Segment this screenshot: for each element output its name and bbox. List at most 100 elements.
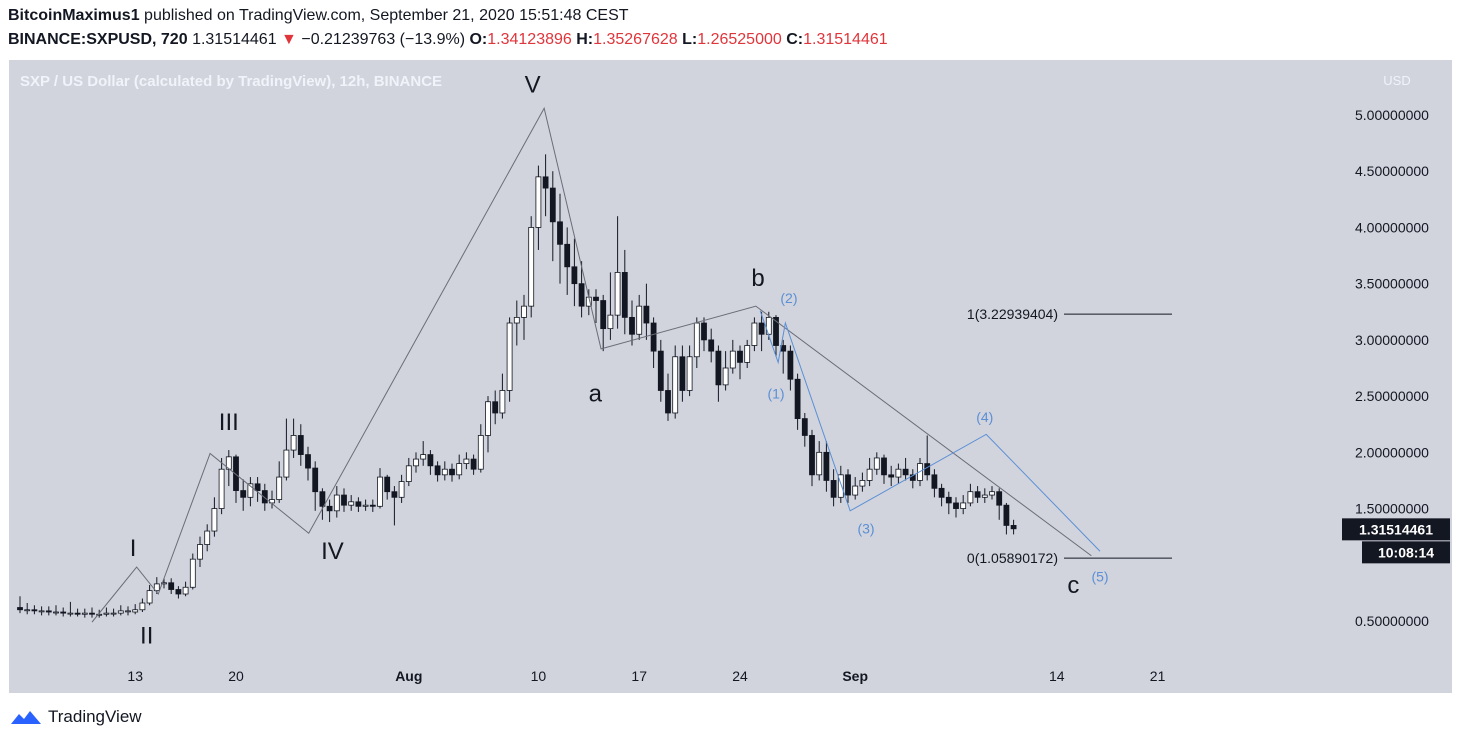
candle-down	[974, 491, 981, 498]
candle-up	[38, 610, 45, 613]
last-price: 1.31514461	[192, 31, 277, 48]
candle-up	[247, 483, 254, 498]
candle-up	[672, 356, 679, 414]
candle-up	[686, 356, 693, 391]
fib-level-label: 0(1.05890172)	[967, 550, 1058, 566]
candle-up	[499, 390, 506, 414]
candle-down	[909, 474, 916, 481]
candle-down	[809, 435, 815, 476]
publication-header: BitcoinMaximus1 published on TradingView…	[8, 7, 629, 25]
x-tick-label: Sep	[842, 668, 868, 684]
y-tick-label: 3.00000000	[1355, 332, 1429, 348]
candle-down	[773, 316, 779, 346]
candle-down	[593, 296, 599, 301]
candle-up	[125, 610, 131, 613]
candle-up	[290, 435, 297, 451]
candle-down	[470, 458, 477, 470]
wave-label: (3)	[857, 520, 874, 536]
candle-up	[161, 582, 167, 585]
candle-down	[823, 451, 830, 481]
candle-down	[794, 378, 801, 420]
candle-up	[377, 476, 383, 507]
candle-down	[557, 221, 563, 245]
candle-up	[463, 458, 470, 464]
candle-down	[845, 474, 851, 496]
y-tick-label: 3.50000000	[1355, 276, 1429, 292]
candle-down	[931, 474, 938, 489]
candle-down	[341, 494, 347, 506]
subwave-line	[759, 310, 1101, 552]
candle-down	[679, 356, 686, 391]
candle-down	[701, 322, 707, 341]
candle-up	[67, 612, 74, 615]
candle-down	[427, 454, 434, 467]
elliott-wave-line	[91, 106, 1092, 623]
candle-down	[89, 612, 95, 615]
high-label: H:	[576, 31, 594, 48]
candle-down	[830, 480, 837, 498]
tradingview-footer[interactable]: TradingView	[10, 707, 142, 727]
close-label: C:	[786, 31, 804, 48]
candle-down	[629, 316, 635, 335]
wave-label: (1)	[767, 385, 784, 401]
candle-down	[621, 272, 628, 318]
candle-down	[945, 496, 952, 504]
wave-label: I	[130, 535, 137, 562]
plot-layer: 1(3.22939404)0(1.05890172)IIIIIIIVVabc(1…	[17, 72, 1172, 649]
wave-label: b	[751, 265, 764, 292]
time-axis[interactable]	[9, 655, 1452, 693]
x-tick-label: 21	[1150, 668, 1166, 684]
y-tick-label: 2.00000000	[1355, 444, 1429, 460]
countdown-badge	[1362, 541, 1450, 564]
candle-up	[960, 502, 967, 509]
candle-up	[866, 468, 873, 481]
symbol-label: BINANCE:SXPUSD, 720	[8, 31, 188, 48]
candle-down	[74, 612, 81, 615]
candle-up	[276, 476, 283, 500]
candle-up	[477, 435, 484, 470]
fib-level-label: 1(3.22939404)	[967, 306, 1058, 322]
x-tick-label: 10	[531, 668, 547, 684]
candle-up	[744, 345, 751, 363]
candle-up	[981, 494, 988, 498]
y-tick-label: 0.50000000	[1355, 613, 1429, 629]
candle-up	[333, 494, 340, 512]
price-change: −0.21239763 (−13.9%)	[301, 31, 466, 48]
ohlc-header: BINANCE:SXPUSD, 720 1.31514461 ▼ −0.2123…	[8, 31, 888, 49]
candle-down	[60, 611, 67, 614]
candle-up	[53, 611, 59, 614]
price-axis-unit: USD	[1383, 73, 1410, 88]
candlestick-chart: USD 5.00000000 4.50000000 4.00000000 3.50000…	[17, 72, 1450, 684]
wave-label: (5)	[1091, 569, 1108, 585]
candle-up	[24, 609, 31, 612]
candle-down	[17, 607, 23, 611]
y-tick-label: 5.00000000	[1355, 107, 1429, 123]
candle-up	[117, 610, 124, 614]
candle-down	[888, 474, 895, 478]
candle-down	[787, 350, 794, 380]
candle-down	[384, 476, 391, 493]
candle-down	[492, 401, 499, 414]
candle-down	[549, 187, 556, 223]
candle-down	[953, 502, 959, 509]
open-value: 1.34123896	[487, 31, 572, 48]
open-label: O:	[469, 31, 488, 48]
candle-down	[449, 468, 455, 476]
candle-up	[751, 322, 758, 346]
candle-down	[801, 418, 808, 436]
publisher-name[interactable]: BitcoinMaximus1	[8, 7, 140, 24]
candle-down	[564, 243, 571, 268]
wave-label: III	[219, 409, 239, 436]
tradingview-logo-icon	[11, 711, 41, 724]
candle-up	[182, 586, 189, 595]
candle-up	[873, 457, 880, 470]
candle-down	[881, 457, 887, 476]
candle-up	[153, 583, 160, 592]
candle-up	[197, 544, 203, 560]
candle-down	[665, 390, 671, 414]
candle-up	[398, 481, 405, 498]
candle-up	[204, 530, 211, 545]
candle-up	[485, 401, 491, 436]
candle-down	[355, 501, 362, 507]
candle-up	[729, 350, 736, 369]
